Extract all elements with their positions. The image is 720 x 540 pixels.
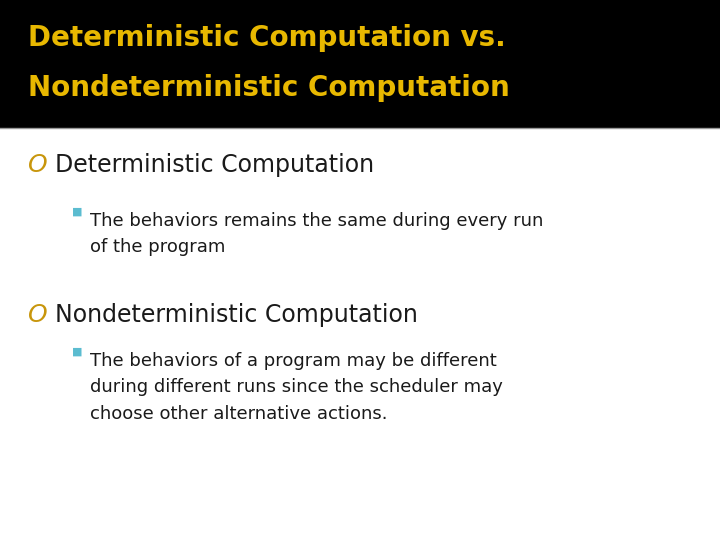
Text: The behaviors of a program may be different
during different runs since the sche: The behaviors of a program may be differ… [90, 352, 503, 423]
Bar [0, 0, 720, 128]
Text: The behaviors remains the same during every run
of the program: The behaviors remains the same during ev… [90, 212, 544, 256]
Text: O: O [28, 153, 48, 177]
Text: ■: ■ [72, 207, 83, 217]
Text: Deterministic Computation vs.: Deterministic Computation vs. [28, 24, 505, 52]
Text: Nondeterministic Computation: Nondeterministic Computation [28, 74, 510, 102]
Text: Deterministic Computation: Deterministic Computation [55, 153, 374, 177]
Text: Nondeterministic Computation: Nondeterministic Computation [55, 303, 418, 327]
Text: O: O [28, 303, 48, 327]
Text: ■: ■ [72, 347, 83, 357]
